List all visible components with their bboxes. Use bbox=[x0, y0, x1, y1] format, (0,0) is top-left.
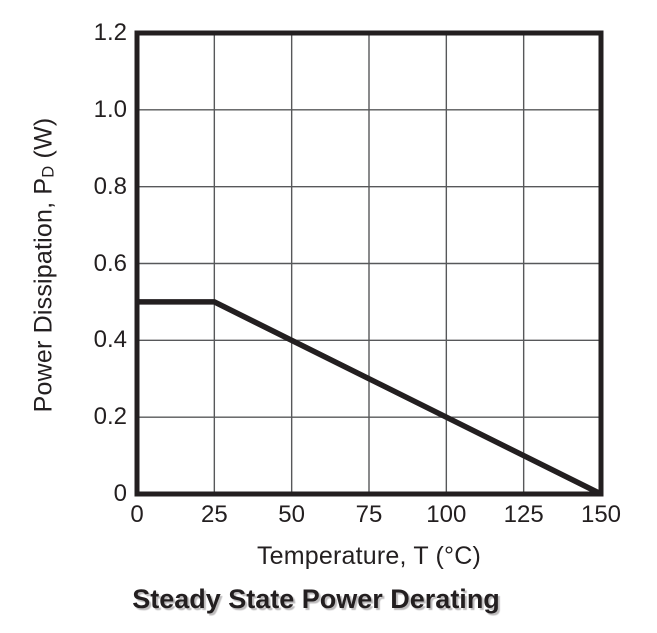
chart-title: Steady State Power Derating bbox=[132, 584, 500, 614]
y-axis-label-text: Power Dissipation, P bbox=[29, 177, 58, 413]
plot-frame bbox=[134, 30, 604, 497]
derating-line bbox=[137, 299, 603, 497]
x-axis-label: Temperature, T (°C) bbox=[256, 542, 482, 570]
y-axis-label-subscript: D bbox=[39, 165, 58, 178]
y-axis-label: Power Dissipation, PD (W) bbox=[30, 118, 59, 413]
y-axis-label-unit: (W) bbox=[29, 117, 58, 166]
